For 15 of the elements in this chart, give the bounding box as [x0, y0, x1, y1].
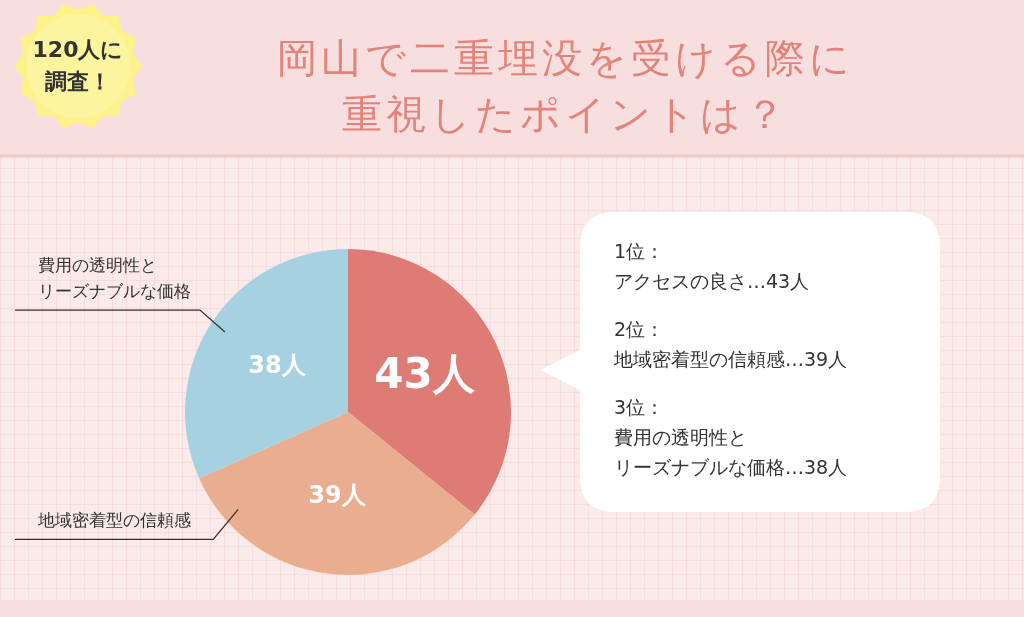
- text: 2位：: [614, 317, 665, 342]
- text: アクセスの良さ…43人: [614, 269, 810, 294]
- data-label: 38人: [247, 350, 307, 382]
- data-label: 43人: [373, 348, 476, 401]
- pie-slice: [199, 412, 475, 575]
- text: リーズナブルな価格…38人: [614, 455, 848, 480]
- data-label: 39人: [307, 480, 367, 512]
- text: 費用の透明性と: [614, 425, 747, 450]
- text: 3位：: [614, 395, 665, 420]
- text: 地域密着型の信頼感…39人: [614, 347, 848, 372]
- slice-label: 費用の透明性とリーズナブルな価格: [38, 254, 192, 304]
- chart-title: 岡山で二重埋没を受ける際に重視したポイントは？: [275, 34, 855, 139]
- text: 1位：: [614, 239, 665, 264]
- text: 120人に調査！: [31, 36, 125, 96]
- slice-label: 地域密着型の信頼感: [38, 509, 192, 533]
